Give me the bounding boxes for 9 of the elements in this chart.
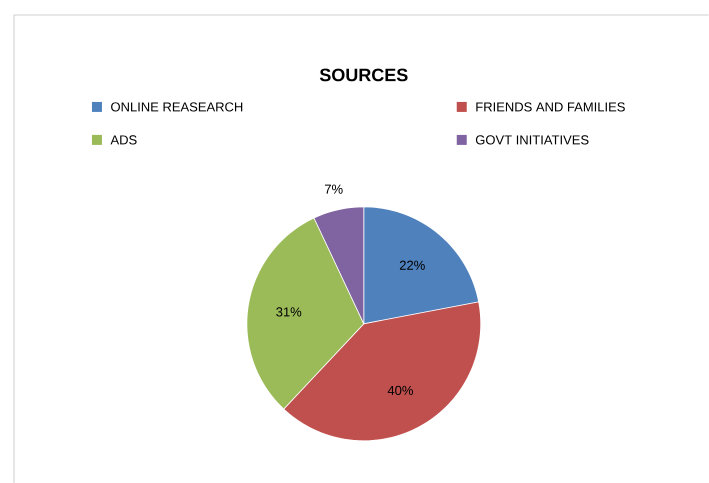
data-label: 7% — [324, 184, 343, 194]
legend-label: GOVT INITIATIVES — [476, 135, 589, 144]
data-label: 31% — [276, 307, 302, 316]
chart-title: SOURCES — [320, 68, 408, 82]
data-label: 22% — [400, 260, 425, 270]
legend-label: ADS — [110, 135, 137, 144]
legend-label: ONLINE REASEARCH — [111, 102, 242, 112]
legend-label: FRIENDS AND FAMILIES — [476, 102, 625, 112]
data-label: 40% — [388, 386, 413, 395]
